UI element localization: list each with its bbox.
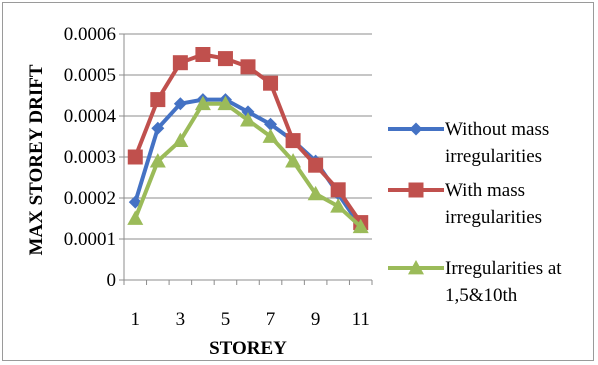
data-point [217,51,233,67]
legend-label: irregularities [445,146,542,167]
axes [119,33,373,285]
data-point [241,105,255,119]
y-axis-title: MAX STOREY DRIFT [26,64,47,255]
x-tick-label: 3 [176,309,186,330]
y-tick-label: 0.0001 [64,229,116,250]
legend-label: Irregularities at [445,258,562,279]
legend-label: With mass [445,180,525,201]
series-2 [127,47,369,231]
series-line [133,52,363,224]
y-tick-label: 0.0003 [64,147,116,168]
y-tick-label: 0 [107,270,117,291]
data-point [173,97,187,111]
data-point [285,153,302,168]
data-point [352,218,369,234]
data-point [262,128,279,143]
y-tick-labels: 0 0.0001 0.0002 0.0003 0.0004 0.0005 0.0006 [64,24,117,291]
x-tick-label: 7 [266,309,276,330]
legend-item-2: With mass irregularities [388,180,542,228]
series-3 [127,95,369,234]
chart-frame [2,2,594,361]
y-tick-label: 0.0006 [64,24,116,45]
legend: Without mass irregularities With mass irreg… [388,119,562,306]
data-point [150,92,166,108]
data-point [307,185,324,201]
data-point [264,117,278,131]
data-point [330,182,346,198]
data-point [240,59,256,75]
data-point [330,198,347,213]
legend-label: 1,5&10th [445,285,518,306]
legend-label: irregularities [445,207,542,228]
y-tick-label: 0.0002 [64,188,116,209]
data-point [194,95,211,111]
legend-item-1: Without mass irregularities [388,119,549,167]
data-point [217,95,234,111]
y-tick-label: 0.0005 [64,65,116,86]
data-point [172,55,188,71]
legend-marker [408,260,424,275]
x-tick-label: 1 [131,309,141,330]
data-point [263,75,279,91]
legend-label: Without mass [445,119,549,140]
data-point [240,112,256,127]
data-point [127,210,144,225]
gridlines [124,33,372,240]
legend-item-3: Irregularities at 1,5&10th [388,258,562,306]
x-axis-title: STOREY [209,338,287,359]
x-tick-label: 11 [352,309,370,330]
data-point [151,121,165,135]
data-point [127,149,143,165]
x-tick-label: 9 [311,309,321,330]
x-tick-label: 5 [221,309,231,330]
data-point [308,157,324,173]
series-layer [127,47,369,234]
y-tick-label: 0.0004 [64,106,117,127]
data-point [149,153,166,168]
legend-marker [408,182,424,198]
data-point [285,133,301,149]
legend-marker [409,122,423,136]
x-tick-labels: 1 3 5 7 9 11 [131,309,370,330]
data-point [172,132,189,147]
data-point [195,47,211,62]
